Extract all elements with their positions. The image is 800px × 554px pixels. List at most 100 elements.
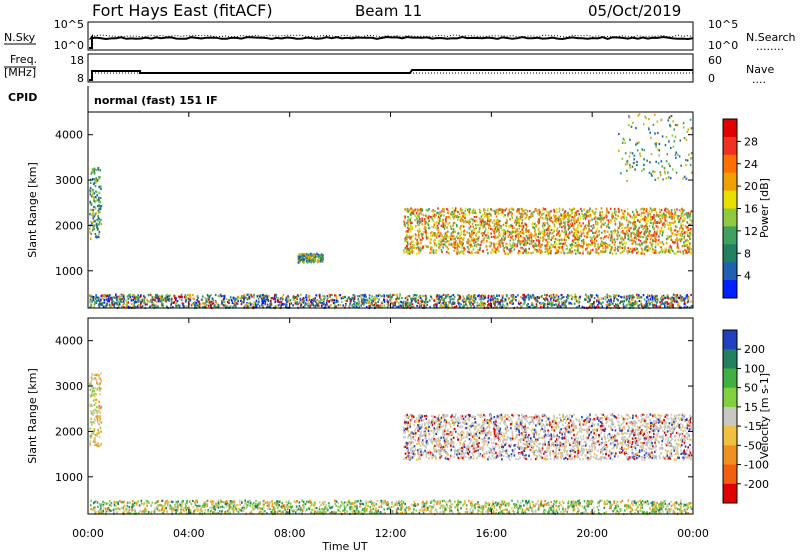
power-cell	[356, 295, 359, 298]
power-cell	[92, 189, 95, 192]
power-cell	[122, 300, 125, 303]
power-cell	[236, 298, 238, 301]
power-cell	[487, 296, 489, 299]
power-cell	[688, 215, 691, 218]
power-cell	[433, 213, 436, 216]
power-cell	[554, 238, 557, 241]
power-cell	[596, 245, 599, 248]
power-cell	[473, 244, 476, 247]
power-cell	[214, 293, 217, 297]
power-cell	[546, 248, 548, 251]
power-cell	[497, 246, 499, 249]
power-cell	[372, 300, 374, 303]
power-cell	[461, 219, 464, 222]
power-cell	[395, 298, 397, 301]
power-cell	[601, 210, 604, 214]
power-cell	[531, 303, 534, 306]
power-cell	[657, 177, 659, 180]
power-cell	[690, 248, 693, 251]
power-cell	[654, 240, 657, 243]
power-cell	[568, 236, 570, 239]
power-cell	[303, 306, 305, 309]
power-cell	[379, 294, 381, 297]
power-cell	[578, 235, 581, 238]
power-cell	[615, 217, 618, 221]
power-cell	[678, 215, 681, 218]
power-cell	[296, 296, 298, 299]
power-cell	[617, 245, 619, 249]
power-cell	[576, 247, 579, 250]
power-cell	[471, 299, 474, 302]
power-cell	[164, 297, 166, 300]
power-cell	[517, 208, 519, 211]
power-cell	[417, 242, 419, 245]
power-cell	[466, 245, 469, 249]
power-cell	[469, 208, 471, 211]
power-cell	[597, 305, 600, 308]
power-cell	[493, 219, 495, 222]
power-cell	[362, 304, 365, 307]
power-cell	[626, 297, 628, 300]
power-cell	[668, 216, 671, 219]
power-cell	[443, 299, 446, 302]
power-cell	[441, 250, 443, 254]
power-cell	[541, 216, 544, 220]
power-cell	[106, 294, 108, 297]
power-cell	[322, 257, 324, 260]
power-cell	[589, 236, 592, 239]
power-cell	[541, 231, 544, 234]
power-cell	[646, 249, 649, 252]
power-cell	[532, 305, 534, 308]
power-cell	[178, 295, 180, 298]
power-cell	[660, 220, 663, 223]
power-cell	[436, 294, 438, 297]
power-cell	[175, 298, 177, 301]
power-cell	[665, 248, 667, 251]
power-cell	[504, 232, 506, 235]
power-cell	[515, 223, 517, 226]
power-cell	[559, 218, 561, 221]
power-cell	[563, 238, 566, 241]
power-cell	[541, 209, 544, 212]
power-cell	[458, 243, 460, 246]
power-cell	[456, 225, 458, 228]
power-cell	[412, 212, 415, 215]
power-cell	[681, 296, 683, 299]
power-cell	[411, 212, 413, 215]
power-cell	[540, 230, 543, 233]
power-cell	[621, 231, 624, 234]
power-cell	[470, 301, 473, 304]
power-cell	[391, 295, 393, 298]
freq-strip: Freq. [MHz] 18 8 60 0 Nave ....	[4, 53, 774, 86]
power-cell	[340, 297, 343, 300]
power-cell	[484, 220, 486, 223]
power-cell	[139, 299, 141, 302]
power-cell	[132, 295, 135, 298]
power-cell	[631, 251, 634, 254]
power-cell	[519, 217, 522, 220]
power-cell	[475, 245, 478, 248]
power-cell	[436, 305, 438, 308]
power-cell	[459, 209, 462, 212]
power-cell	[533, 210, 535, 213]
power-cell	[653, 230, 656, 233]
power-cell	[523, 299, 526, 302]
power-cell	[461, 211, 463, 215]
power-cell	[659, 250, 662, 253]
power-cell	[246, 298, 249, 301]
power-cell	[429, 295, 432, 298]
power-cell	[597, 296, 599, 299]
power-cell	[396, 305, 398, 308]
power-cell	[210, 294, 212, 297]
power-cell	[504, 209, 506, 212]
power-cell	[378, 298, 380, 301]
power-cell	[143, 294, 145, 298]
power-cell	[111, 302, 114, 305]
power-cell	[664, 301, 666, 304]
power-cell	[649, 230, 651, 233]
power-cell	[549, 304, 552, 307]
power-cell	[633, 223, 636, 226]
power-cell	[661, 214, 664, 217]
power-cell	[285, 299, 288, 302]
power-cell	[573, 244, 575, 247]
